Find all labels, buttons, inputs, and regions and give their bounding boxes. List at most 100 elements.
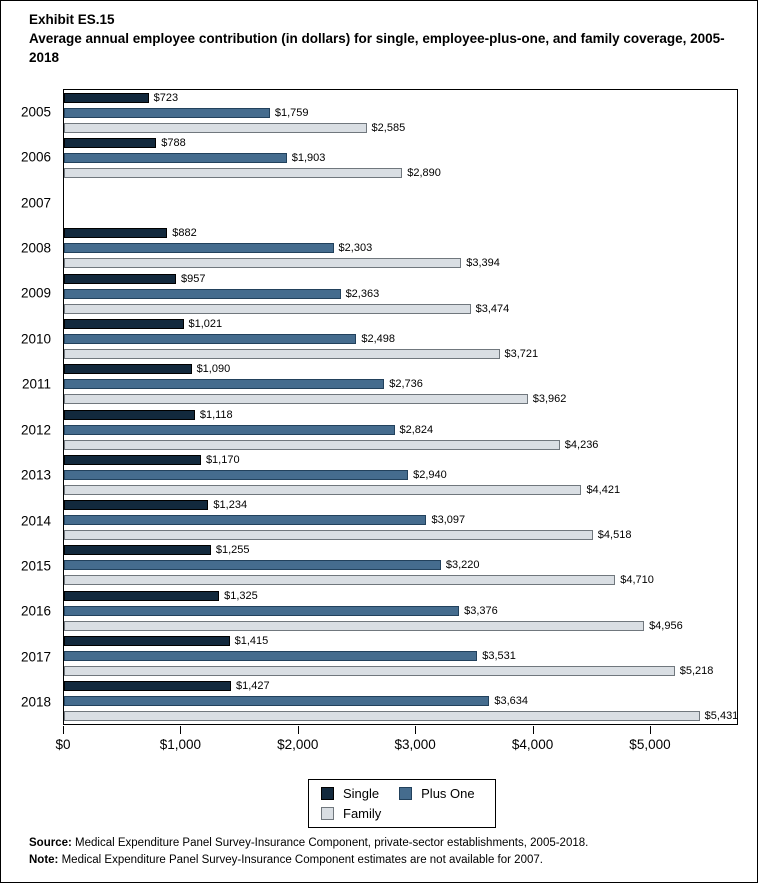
bar-family-2010 [64, 349, 500, 360]
legend-label-plus-one: Plus One [421, 786, 475, 801]
bar-family-2012 [64, 439, 560, 450]
bar-value-label-plus-one-2011: $2,736 [389, 378, 423, 391]
bar-row-family-2006: $2,890 [64, 167, 737, 179]
y-axis-labels: 2005 2006 2007 2008 2009 2010 2011 2012 2013 2014… [1, 89, 57, 725]
y-tick-label-2017: 2017 [20, 649, 51, 665]
bar-row-plus-one-2015: $3,220 [64, 559, 737, 572]
bar-value-label-family-2010: $3,721 [504, 348, 539, 361]
bar-row-family-2007 [64, 213, 737, 223]
source-line: Source: Medical Expenditure Panel Survey… [29, 835, 739, 852]
footnotes: Source: Medical Expenditure Panel Survey… [29, 835, 739, 870]
bar-row-plus-one-2007 [64, 198, 737, 208]
legend: Single Plus One Family [308, 779, 496, 828]
y-tick-label-2011: 2011 [21, 376, 51, 392]
bar-plus-one-2012 [64, 424, 395, 435]
bar-value-label-plus-one-2017: $3,531 [482, 650, 516, 663]
bar-value-label-single-2005: $723 [153, 91, 179, 104]
x-tick-label-1000: $1,000 [159, 737, 202, 752]
bar-value-label-plus-one-2014: $3,097 [431, 514, 466, 527]
bar-row-single-2018: $1,427 [64, 680, 737, 693]
bar-value-label-family-2009: $3,474 [475, 302, 510, 315]
year-group-2005: $723 $1,759 $2,585 [64, 90, 737, 135]
bar-value-label-single-2016: $1,325 [224, 589, 258, 602]
year-group-2007 [64, 181, 737, 226]
bar-family-2005 [64, 122, 367, 133]
x-tick-mark-2000 [297, 726, 299, 734]
year-group-2012: $1,118 $2,824 $4,236 [64, 407, 737, 452]
note-line: Note: Medical Expenditure Panel Survey-I… [29, 852, 739, 869]
bar-value-label-single-2013: $1,170 [205, 453, 240, 466]
bar-row-single-2006: $788 [64, 137, 737, 149]
bar-row-single-2009: $957 [64, 272, 737, 285]
legend-item-family: Family [321, 806, 381, 821]
bar-row-family-2012: $4,236 [64, 439, 737, 451]
y-tick-label-2010: 2010 [20, 331, 51, 347]
bar-family-2016 [64, 620, 645, 631]
bar-plus-one-2011 [64, 379, 385, 390]
bar-row-family-2011: $3,962 [64, 393, 737, 405]
legend-label-single: Single [343, 786, 380, 801]
bar-row-plus-one-2013: $2,940 [64, 469, 737, 481]
bar-family-2018 [64, 711, 700, 722]
bar-row-single-2013: $1,170 [64, 453, 737, 466]
year-group-2008: $882 $2,303 $3,394 [64, 226, 737, 271]
bar-value-label-family-2015: $4,710 [620, 574, 654, 587]
bar-value-label-family-2008: $3,394 [466, 257, 500, 270]
bar-value-label-plus-one-2016: $3,376 [464, 604, 498, 617]
bar-single-2011 [64, 364, 192, 375]
year-group-2014: $1,234 $3,097 $4,518 [64, 498, 737, 543]
bar-value-label-family-2017: $5,218 [679, 665, 714, 678]
exhibit-number: Exhibit ES.15 [29, 12, 115, 27]
x-tick-label-0: $0 [55, 737, 71, 752]
bar-row-plus-one-2016: $3,376 [64, 604, 737, 617]
bar-family-2014 [64, 530, 593, 541]
x-tick-label-5000: $5,000 [629, 737, 671, 752]
bar-value-label-single-2009: $957 [181, 272, 206, 285]
bar-value-label-single-2014: $1,234 [213, 499, 248, 512]
source-label: Source: [29, 837, 72, 849]
note-text: Medical Expenditure Panel Survey-Insuran… [61, 854, 543, 867]
year-group-2011: $1,090 $2,736 $3,962 [64, 362, 737, 407]
bar-value-label-plus-one-2015: $3,220 [445, 559, 480, 572]
bar-value-label-family-2016: $4,956 [649, 619, 683, 632]
bar-single-2005 [64, 92, 149, 103]
bar-plus-one-2015 [64, 560, 441, 571]
bar-value-label-single-2018: $1,427 [236, 680, 270, 693]
bar-row-family-2008: $3,394 [64, 257, 737, 270]
y-tick-label-2014: 2014 [20, 513, 51, 529]
bar-row-family-2013: $4,421 [64, 484, 737, 496]
bar-single-2017 [64, 636, 230, 647]
bar-value-label-single-2017: $1,415 [234, 635, 269, 648]
year-group-2018: $1,427 $3,634 $5,431 [64, 679, 739, 724]
year-group-2015: $1,255 $3,220 $4,710 [64, 543, 737, 588]
bar-row-single-2008: $882 [64, 227, 737, 239]
y-tick-label-2013: 2013 [20, 467, 51, 483]
x-tick-mark-3000 [415, 726, 417, 734]
title-block: Exhibit ES.15 Average annual employee co… [29, 11, 735, 68]
page-title: Average annual employee contribution (in… [29, 30, 725, 65]
bar-row-single-2016: $1,325 [64, 589, 737, 602]
legend-swatch-plus-one [399, 787, 413, 800]
bar-value-label-family-2018: $5,431 [704, 710, 739, 723]
source-text: Medical Expenditure Panel Survey-Insuran… [75, 837, 589, 849]
bar-value-label-plus-one-2010: $2,498 [361, 333, 396, 346]
bar-row-plus-one-2010: $2,498 [64, 333, 737, 346]
year-group-2006: $788 $1,903 $2,890 [64, 135, 737, 180]
bar-family-2017 [64, 666, 675, 677]
x-tick-label-4000: $4,000 [511, 737, 554, 752]
bar-row-plus-one-2018: $3,634 [64, 695, 737, 707]
bar-row-family-2010: $3,721 [64, 348, 737, 361]
bar-chart-plot-area: $723 $1,759 $2,585 $788 $1,903 $2,890 $882 $2,3… [63, 89, 738, 725]
x-tick-mark-1000 [180, 726, 182, 734]
x-tick-mark-4000 [532, 726, 534, 734]
note-label: Note: [29, 854, 59, 867]
legend-label-family: Family [343, 806, 382, 821]
legend-item-plus-one: Plus One [399, 786, 475, 801]
y-tick-label-2016: 2016 [20, 603, 51, 619]
x-tick-mark-0 [63, 726, 64, 734]
bar-plus-one-2013 [64, 469, 409, 480]
bar-value-label-single-2012: $1,118 [199, 408, 233, 421]
bar-value-label-plus-one-2009: $2,363 [345, 287, 380, 300]
bar-row-single-2007 [64, 183, 737, 193]
x-axis: $0 $1,000 $2,000 $3,000 $4,000 $5,000 [55, 726, 738, 760]
